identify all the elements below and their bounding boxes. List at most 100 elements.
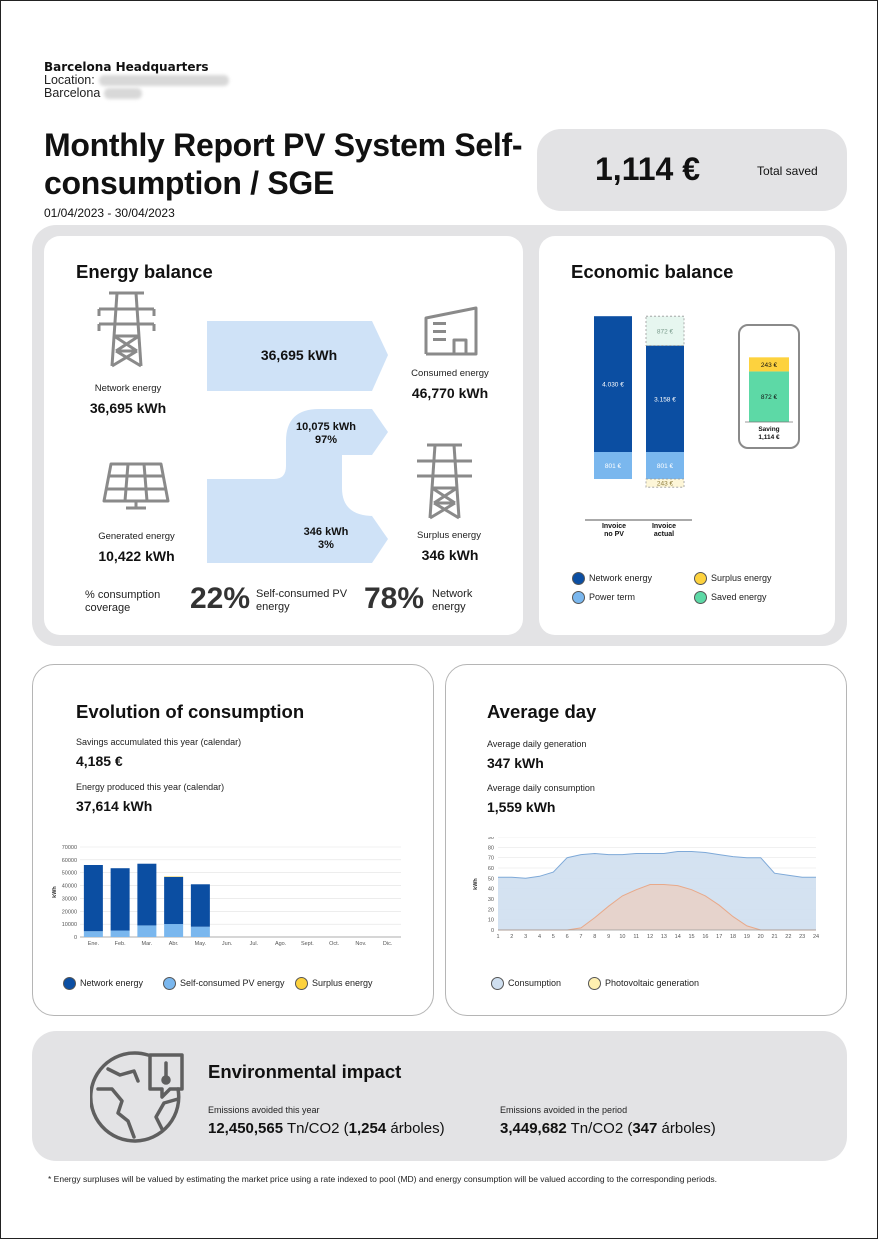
evo-xtick-label: Ene.	[88, 941, 100, 947]
econ-cat-actual-b: actual	[653, 531, 675, 538]
evo-xtick-label: Feb.	[115, 941, 126, 947]
legend-swatch-pv	[588, 977, 601, 990]
evo-bar-self	[83, 931, 103, 937]
legend-swatch-surplus	[694, 572, 707, 585]
evo-ytick-label: 30000	[62, 896, 77, 902]
day-ytick-label: 20	[488, 907, 494, 913]
average-day-card: Average day Average daily generation 347…	[445, 664, 847, 1016]
evo-xtick-label: Mar.	[142, 941, 153, 947]
day-xtick-label: 5	[552, 934, 555, 940]
generated-energy-label: Generated energy	[98, 531, 175, 542]
legend-swatch-surplus	[295, 977, 308, 990]
location-line: Location:	[44, 73, 229, 87]
economic-bar-chart: 801 € 4.030 € 801 € 3.158 € 872 € 243 € 872 …	[585, 315, 800, 521]
evo-ytick-label: 40000	[62, 884, 77, 890]
economic-balance-title: Economic balance	[571, 261, 734, 282]
econ-legend-network-label: Network energy	[589, 572, 653, 583]
network-energy-label: Network energy	[94, 383, 162, 394]
evo-ytick-label: 60000	[62, 858, 77, 864]
emissions-year-unit: Tn/CO2 (	[286, 1120, 349, 1137]
flow-surplus-label: 346 kWh 3%	[282, 526, 370, 552]
city-redacted	[104, 88, 143, 100]
emissions-period-label: Emissions avoided in the period	[500, 1105, 628, 1115]
day-xtick-label: 16	[702, 934, 708, 940]
avg-gen-label: Average daily generation	[487, 739, 587, 749]
econ-legend-network: Network energy	[572, 572, 652, 585]
surplus-energy-label: Surplus energy	[417, 530, 481, 541]
legend-swatch-saved	[694, 591, 707, 604]
self-consumed-pct: 22%	[190, 582, 251, 615]
evo-bar-self	[137, 925, 157, 937]
evo-xtick-label: May.	[195, 941, 207, 947]
day-xtick-label: 9	[607, 934, 610, 940]
evo-xtick-label: Nov.	[355, 941, 366, 947]
day-legend-pv: Photovoltaic generation	[588, 977, 699, 990]
econ-legend-surplus: Surplus energy	[694, 572, 772, 585]
evo-legend-network: Network energy	[63, 977, 143, 990]
emissions-year-value: 12,450,565 Tn/CO2 (1,254 árboles)	[208, 1120, 445, 1137]
avg-cons-label: Average daily consumption	[487, 783, 595, 793]
day-ytick-label: 0	[491, 928, 494, 934]
day-consumption-line	[498, 851, 816, 879]
savings-label: Savings accumulated this year (calendar)	[76, 737, 242, 747]
day-xtick-label: 24	[813, 934, 819, 940]
econ-seg-actual-surplus	[645, 478, 685, 488]
day-xtick-label: 18	[730, 934, 736, 940]
emissions-period-value: 3,449,682 Tn/CO2 (347 árboles)	[500, 1120, 716, 1137]
evo-legend-network-label: Network energy	[80, 977, 144, 988]
produced-value: 37,614 kWh	[76, 798, 153, 814]
city-line: Barcelona	[44, 86, 143, 100]
saving-seg-surplus-label: 243 €	[761, 362, 778, 369]
econ-seg-no-pv-power-label: 801 €	[605, 463, 622, 470]
econ-seg-actual-network	[646, 345, 684, 453]
network-pct: 78%	[364, 582, 425, 615]
consumed-energy-value: 46,770 kWh	[411, 385, 489, 401]
footnote: * Energy surpluses will be valued by est…	[48, 1174, 718, 1184]
econ-seg-no-pv-network-label: 4.030 €	[602, 382, 624, 389]
day-ytick-label: 10	[488, 918, 494, 924]
saving-seg-saved	[749, 371, 789, 422]
page-title: Monthly Report PV System Self-consumptio…	[44, 127, 523, 201]
evo-xtick-label: Ago.	[275, 941, 287, 947]
emissions-period-trees-unit: árboles)	[661, 1120, 716, 1137]
network-pct-label: Network energy	[432, 588, 473, 613]
economic-balance-card: Economic balance 801 € 4.030 € 801 € 3.158…	[539, 236, 835, 635]
econ-legend-surplus-label: Surplus energy	[711, 572, 772, 583]
evo-xtick-label: Jul.	[250, 941, 259, 947]
evo-ytick-label: 50000	[62, 871, 77, 877]
day-ytick-label: 40	[488, 887, 494, 893]
econ-cat-no-pv-a: Invoice	[601, 523, 627, 530]
econ-legend-saved-label: Saved energy	[711, 591, 767, 602]
emissions-year-trees-unit: árboles)	[390, 1120, 445, 1137]
day-xtick-label: 20	[758, 934, 764, 940]
econ-seg-actual-power-label: 801 €	[657, 463, 674, 470]
day-pv-area	[498, 884, 816, 930]
evo-ytick-label: 70000	[62, 845, 77, 851]
day-ytick-label: 30	[488, 897, 494, 903]
flow-self-pct: 97%	[314, 434, 338, 446]
average-day-title: Average day	[487, 701, 597, 722]
location-redacted	[98, 75, 229, 87]
energy-balance-title: Energy balance	[76, 261, 213, 282]
econ-legend-saved: Saved energy	[694, 591, 767, 604]
econ-seg-actual-surplus-label: 243 €	[657, 481, 674, 488]
earth-thermometer-icon	[90, 1051, 184, 1143]
econ-bar-actual: 801 € 3.158 € 872 € 243 €	[645, 315, 685, 488]
legend-swatch-self	[163, 977, 176, 990]
evolution-title: Evolution of consumption	[76, 701, 305, 722]
network-energy-value: 36,695 kWh	[89, 400, 167, 416]
econ-seg-actual-saved-label: 872 €	[657, 328, 674, 335]
emissions-period-unit: Tn/CO2 (	[570, 1120, 633, 1137]
evo-bar-network	[190, 884, 210, 927]
emissions-period-number: 3,449,682	[500, 1120, 567, 1137]
evo-bar-self	[164, 924, 184, 937]
report-period: 01/04/2023 - 30/04/2023	[44, 206, 175, 220]
emissions-year-trees: 1,254	[348, 1120, 387, 1137]
flow-network-value: 36,695 kWh	[260, 347, 338, 363]
legend-swatch-network	[572, 572, 585, 585]
site-name: Barcelona Headquarters	[44, 60, 209, 74]
evo-ytick-label: 20000	[62, 909, 77, 915]
building-icon	[424, 306, 478, 356]
emissions-year-label: Emissions avoided this year	[208, 1105, 320, 1115]
avg-cons-value: 1,559 kWh	[487, 799, 556, 815]
